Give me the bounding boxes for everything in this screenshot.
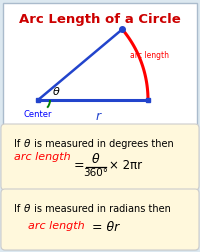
Bar bbox=[146, 98, 150, 102]
FancyBboxPatch shape bbox=[3, 3, 197, 249]
Text: arc length: arc length bbox=[28, 221, 85, 231]
Text: arc length: arc length bbox=[130, 51, 169, 60]
Text: θ: θ bbox=[24, 204, 30, 214]
Text: r: r bbox=[95, 110, 101, 123]
Text: If: If bbox=[14, 204, 20, 214]
Text: =: = bbox=[74, 159, 85, 172]
Text: 360°: 360° bbox=[84, 168, 108, 178]
Text: arc length: arc length bbox=[14, 152, 71, 162]
FancyBboxPatch shape bbox=[1, 124, 199, 190]
Text: If: If bbox=[14, 139, 20, 149]
Text: θ: θ bbox=[92, 153, 100, 166]
Text: is measured in degrees then: is measured in degrees then bbox=[31, 139, 174, 149]
Text: Arc Length of a Circle: Arc Length of a Circle bbox=[19, 13, 181, 26]
Text: × 2πr: × 2πr bbox=[109, 159, 142, 172]
Text: = θr: = θr bbox=[88, 221, 119, 234]
Text: Center: Center bbox=[24, 110, 52, 119]
Bar bbox=[36, 98, 40, 102]
Text: θ: θ bbox=[53, 87, 60, 97]
FancyBboxPatch shape bbox=[1, 189, 199, 250]
Text: θ: θ bbox=[24, 139, 30, 149]
Text: is measured in radians then: is measured in radians then bbox=[31, 204, 171, 214]
